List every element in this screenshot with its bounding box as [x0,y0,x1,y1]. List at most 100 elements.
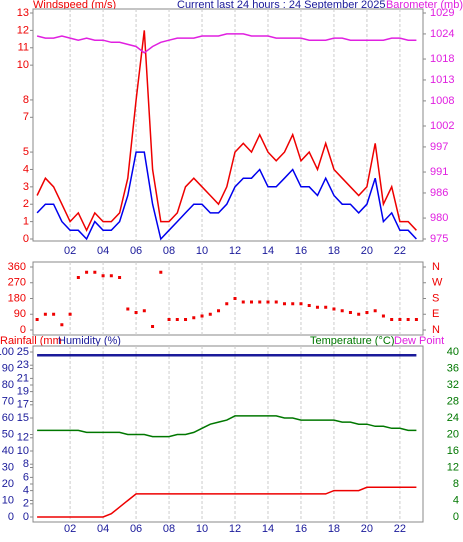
y-tick-label: 1002 [430,120,454,132]
y-tick-label: 0 [453,511,459,523]
x-tick-label: 22 [394,523,406,535]
y-tick-label: 975 [430,233,448,245]
y-tick-label: S [432,292,439,304]
direction-point [192,316,196,320]
y-tick-label: 19 [17,386,29,398]
y-tick-label: 1029 [430,7,454,19]
direction-point [109,274,113,278]
direction-point [43,312,47,316]
x-tick-label: 08 [163,523,175,535]
direction-point [60,323,64,327]
y-tick-label: N [432,324,440,336]
x-tick-label: 04 [97,523,109,535]
y-tick-label: 6 [23,471,29,483]
y-tick-label: 40 [447,346,459,358]
y-tick-label: 10 [17,59,29,71]
y-tick-label: 17 [17,399,29,411]
direction-point [357,312,361,316]
x-tick-label: 16 [295,523,307,535]
plot-frame [32,345,424,523]
chart-title: Current last 24 hours : 24 September 202… [177,0,386,11]
humidity-label: Humidity (%) [58,335,121,347]
direction-point [101,274,105,278]
y-tick-label: N [432,261,440,273]
direction-point [299,302,303,306]
temperature-label: Temperature (°C) [310,335,394,347]
direction-point [348,311,352,314]
y-tick-label: 36 [447,362,459,374]
y-tick-label: 7 [23,111,29,123]
direction-point [151,325,155,328]
y-tick-label: 5 [23,146,29,158]
y-tick-label: 180 [8,292,26,304]
x-tick-label: 20 [361,245,373,257]
y-tick-label: 50 [2,428,14,440]
direction-point [324,305,328,309]
direction-point [258,300,262,304]
y-tick-label: 10 [17,445,29,457]
direction-point [175,318,179,321]
y-tick-label: 0 [20,324,26,336]
direction-point [93,270,97,274]
barometer-label: Barometer (mb) [386,0,463,11]
series-line [36,30,417,233]
direction-point [291,302,295,306]
y-tick-label: 40 [2,445,14,457]
direction-point [52,312,56,316]
y-tick-label: 20 [2,478,14,490]
y-tick-label: 4 [23,163,29,175]
y-tick-label: 8 [23,458,29,470]
x-tick-label: 22 [394,245,406,257]
x-tick-label: 18 [328,245,340,257]
y-tick-label: 2 [23,498,29,510]
y-tick-label: W [432,277,443,289]
direction-point [307,304,311,307]
y-tick-label: 2 [23,198,29,210]
direction-point [241,300,245,304]
x-tick-label: 06 [130,523,142,535]
y-tick-label: 28 [447,395,459,407]
x-tick-label: 20 [361,523,373,535]
y-tick-label: 4 [453,494,459,506]
rainfall-label: Rainfall (mm [0,335,62,347]
y-tick-label: 0 [23,233,29,245]
x-tick-label: 18 [328,523,340,535]
y-tick-label: 12 [447,461,459,473]
dew-point-label: Dew Point [394,335,444,347]
direction-point [68,312,72,316]
direction-point [76,276,80,279]
direction-point [184,318,188,321]
x-tick-label: 16 [295,245,307,257]
y-tick-label: 15 [17,412,29,424]
y-tick-label: 60 [2,412,14,424]
direction-point [390,318,394,321]
direction-point [315,305,319,309]
y-tick-label: E [432,308,439,320]
direction-point [134,311,138,314]
x-tick-label: 14 [262,523,274,535]
y-tick-label: 986 [430,187,448,199]
y-tick-label: 1008 [430,95,454,107]
series-line [36,151,417,241]
direction-point [233,297,237,300]
y-tick-label: 1018 [430,53,454,65]
x-tick-label: 02 [64,523,76,535]
x-tick-label: 12 [229,523,241,535]
y-tick-label: 30 [2,461,14,473]
y-tick-label: 12 [17,432,29,444]
y-tick-label: 25 [17,346,29,358]
x-tick-label: 12 [229,245,241,257]
y-tick-label: 1013 [430,74,454,86]
y-tick-label: 32 [447,379,459,391]
x-tick-label: 10 [196,523,208,535]
y-tick-label: 4 [23,485,29,497]
x-tick-label: 08 [163,245,175,257]
direction-point [208,312,212,316]
y-tick-label: 13 [17,7,29,19]
direction-point [159,270,163,274]
plot-frame [32,261,424,336]
y-tick-label: 12 [17,24,29,36]
direction-point [340,309,344,313]
y-tick-label: 23 [17,359,29,371]
y-tick-label: 90 [2,362,14,374]
